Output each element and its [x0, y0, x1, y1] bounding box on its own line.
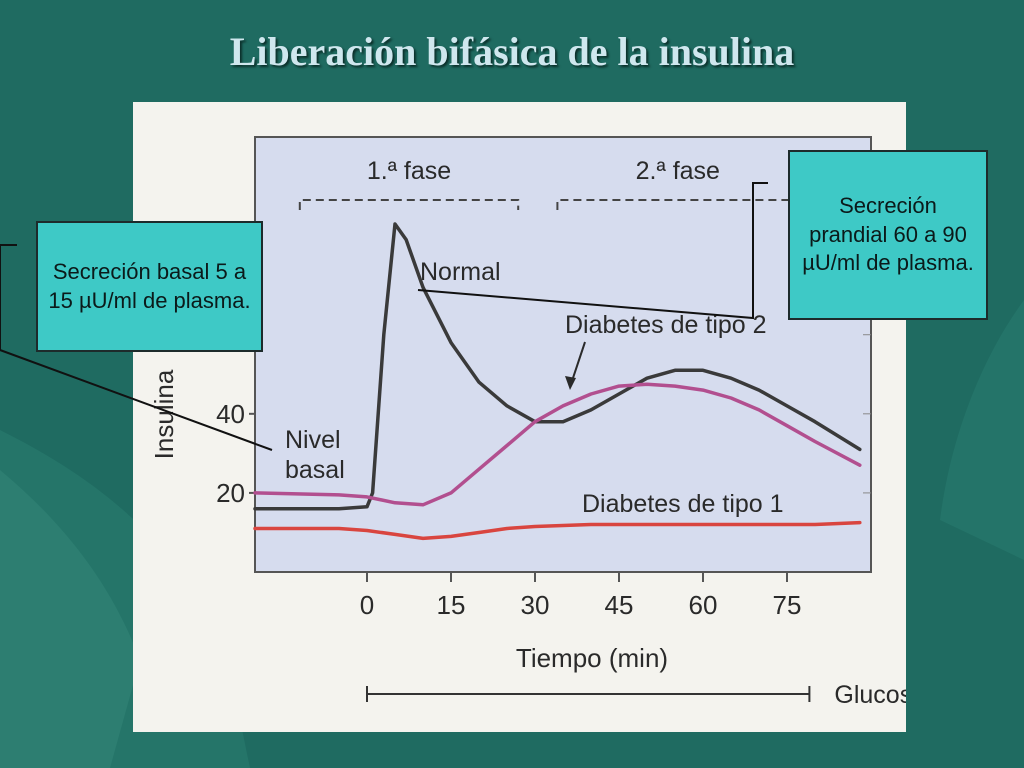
annotation-type2: Diabetes de tipo 2 — [565, 311, 767, 339]
y-axis-label: Insulina — [149, 369, 179, 459]
slide-title: Liberación bifásica de la insulina — [229, 29, 795, 74]
prandial-secretion-callout: Secreción prandial 60 a 90 µU/ml de plas… — [788, 150, 988, 320]
x-tick-label: 75 — [773, 590, 802, 620]
y-tick-label: 40 — [216, 399, 245, 429]
x-tick-label: 60 — [689, 590, 718, 620]
series-line — [253, 520, 862, 541]
annotation-normal: Normal — [420, 258, 501, 286]
annotation-type1: Diabetes de tipo 1 — [582, 490, 784, 518]
annotation-basal-level-line: basal — [285, 456, 345, 484]
phase-label: 1.ª fase — [367, 157, 451, 185]
x-tick-label: 30 — [521, 590, 550, 620]
insulin-chart: 0 15 30 45 60 75 Tiempo (min) 20 40 Insulina 1.ª f… — [149, 136, 906, 709]
type2-arrow-head — [565, 376, 576, 390]
x-tick-label: 15 — [437, 590, 466, 620]
x-tick-label: 45 — [605, 590, 634, 620]
x-tick-label: 0 — [360, 590, 374, 620]
x-axis-label: Tiempo (min) — [516, 643, 668, 673]
series-line — [253, 382, 862, 507]
annotation-basal-level: Nivel basal — [285, 426, 345, 484]
glucose-label: Glucosa — [834, 681, 906, 709]
phase-label: 2.ª fase — [636, 157, 720, 185]
y-tick-label: 20 — [216, 478, 245, 508]
phase-bracket — [298, 199, 520, 210]
annotation-basal-level-line: Nivel — [285, 426, 341, 454]
basal-secretion-callout: Secreción basal 5 a 15 µU/ml de plasma. — [36, 221, 263, 352]
